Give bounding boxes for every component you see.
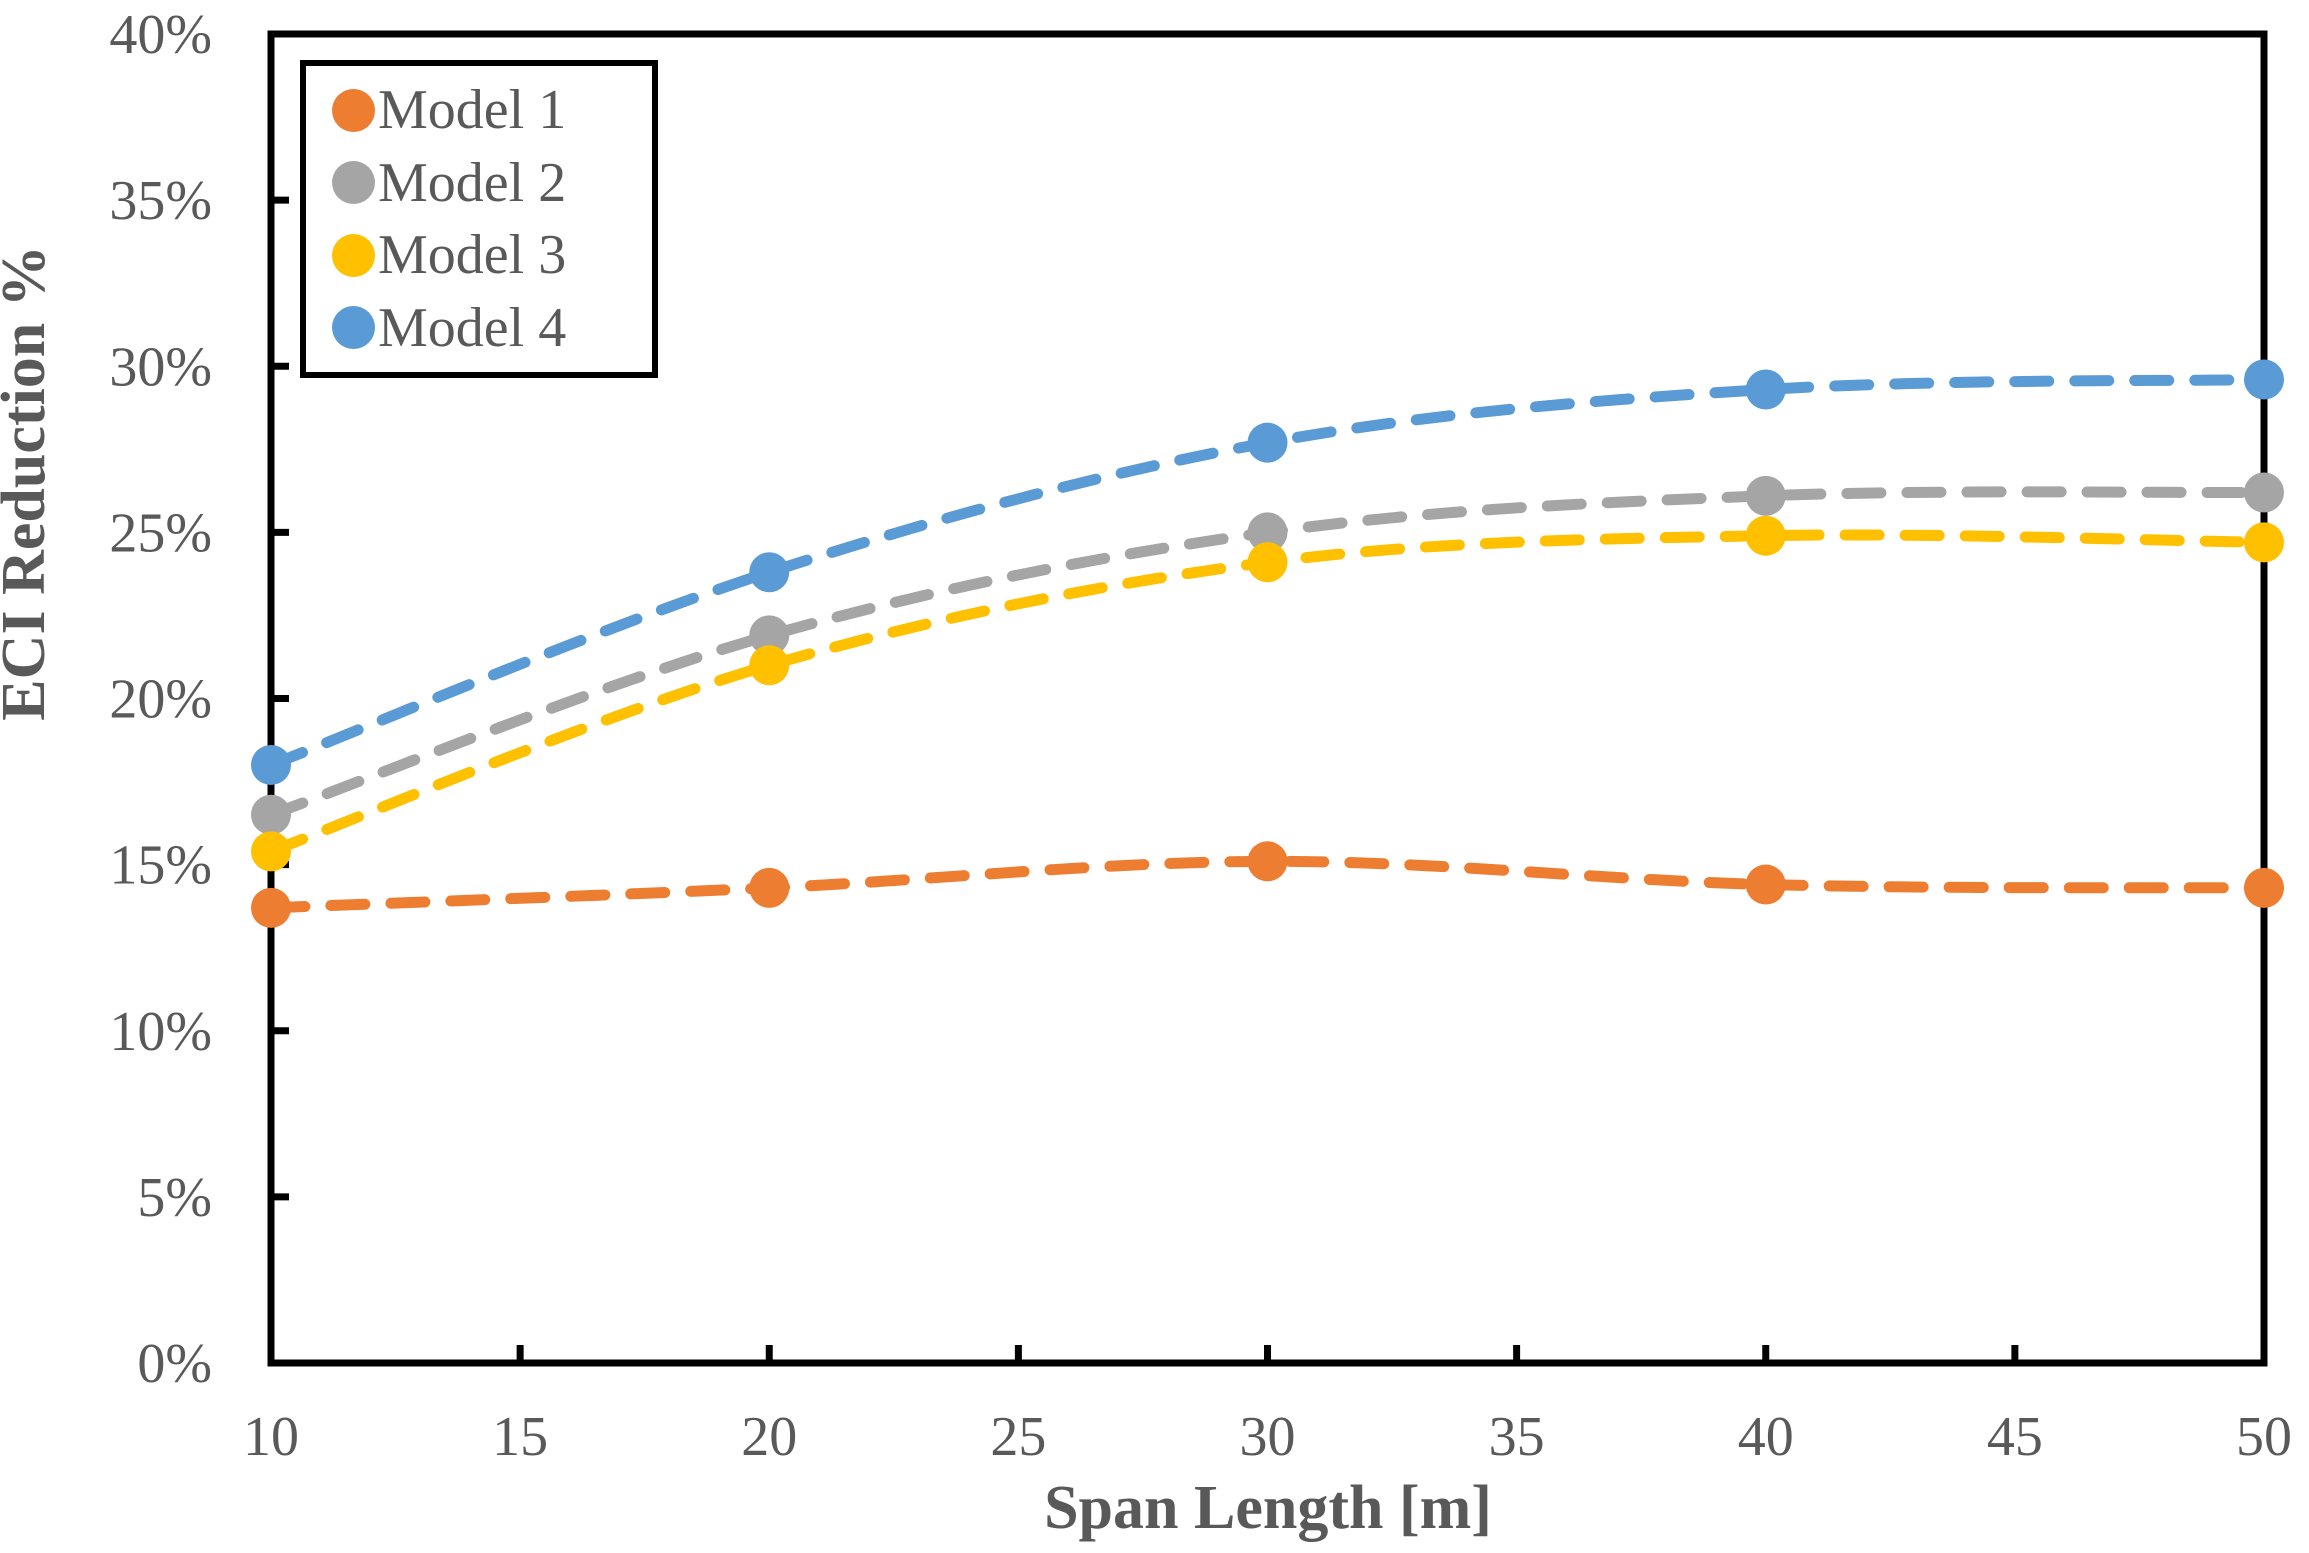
data-point-model-4	[749, 552, 790, 593]
legend-marker-model-4-icon	[332, 306, 375, 350]
data-point-model-4	[1247, 422, 1288, 463]
legend-label-model-1: Model 1	[378, 79, 567, 142]
y-tick-label: 40%	[109, 4, 212, 66]
x-tick-label: 50	[2236, 1406, 2292, 1468]
x-tick-label: 20	[741, 1406, 797, 1468]
series-line-model-3	[265, 529, 2270, 857]
legend-marker-model-1-icon	[332, 88, 375, 132]
data-point-model-2	[1247, 512, 1288, 553]
legend-label-model-3: Model 3	[378, 224, 567, 287]
y-tick-label: 20%	[109, 669, 212, 731]
legend-label-model-4: Model 4	[378, 296, 567, 359]
data-point-model-3	[251, 831, 291, 872]
data-point-model-1	[1247, 841, 1288, 882]
data-point-model-4	[2244, 359, 2284, 400]
x-tick-label: 35	[1489, 1406, 1545, 1468]
x-axis-title: Span Length [m]	[1044, 1474, 1492, 1542]
data-point-model-1	[1745, 864, 1786, 905]
data-point-model-4	[1745, 369, 1786, 410]
legend-item-model-4: Model 4	[332, 300, 644, 356]
x-tick-label: 40	[1738, 1406, 1794, 1468]
data-point-model-3	[1247, 542, 1288, 583]
data-point-model-3	[749, 645, 790, 686]
y-tick-label: 35%	[109, 170, 212, 232]
data-point-model-4	[251, 744, 291, 785]
y-tick-label: 0%	[137, 1333, 212, 1395]
y-tick-label: 10%	[109, 1001, 212, 1063]
x-tick-label: 15	[492, 1406, 548, 1468]
y-tick-label: 25%	[109, 502, 212, 564]
legend-item-model-1: Model 1	[332, 82, 644, 138]
data-point-model-1	[2244, 867, 2284, 908]
x-tick-label: 25	[990, 1406, 1046, 1468]
x-tick-label: 10	[243, 1406, 299, 1468]
x-tick-label: 30	[1240, 1406, 1296, 1468]
data-point-model-3	[1745, 515, 1786, 556]
data-point-model-3	[2244, 522, 2284, 563]
y-tick-label: 5%	[137, 1167, 212, 1229]
legend-marker-model-3-icon	[332, 233, 375, 277]
legend-marker-model-2-icon	[332, 161, 375, 205]
axes-layer: 10 15 20 25 30 35 40 45 50 0% 5% 10% 15% 20% 25% 30% 35%…	[109, 4, 2292, 1468]
y-tick-label: 15%	[109, 835, 212, 897]
x-tick-label: 45	[1987, 1406, 2043, 1468]
legend-label-model-2: Model 2	[378, 151, 567, 214]
legend: Model 1 Model 2 Model 3 Model 4	[300, 60, 658, 378]
data-point-model-2	[251, 794, 291, 835]
y-axis-title: ECI Reduction %	[0, 245, 58, 720]
legend-item-model-3: Model 3	[332, 227, 644, 283]
data-point-model-2	[749, 615, 790, 656]
data-point-model-2	[1745, 475, 1786, 516]
y-tick-label: 30%	[109, 336, 212, 398]
data-point-model-1	[251, 887, 291, 928]
data-point-model-1	[749, 867, 790, 908]
data-point-model-2	[2244, 472, 2284, 513]
series-layer	[251, 359, 2284, 928]
legend-item-model-2: Model 2	[332, 155, 644, 211]
